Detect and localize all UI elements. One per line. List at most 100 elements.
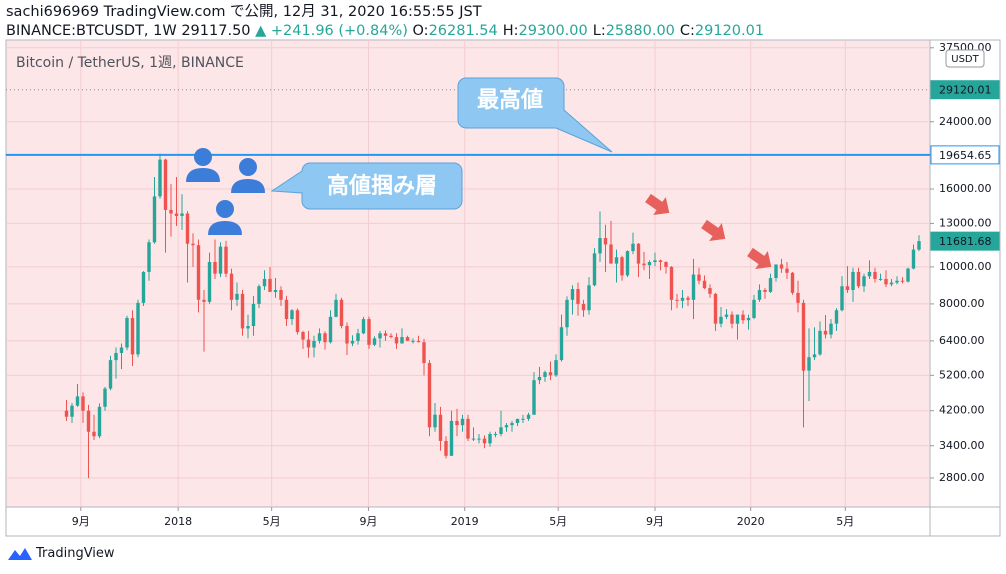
candle-body: [686, 297, 690, 300]
candle-body: [664, 262, 668, 267]
candle-body: [477, 438, 481, 440]
y-tick-label: 13000.00: [939, 216, 992, 229]
candle-body: [224, 246, 228, 274]
candles: [6, 153, 930, 478]
candle-body: [889, 282, 894, 285]
candle-body: [306, 339, 311, 348]
candle-body: [620, 257, 624, 276]
candle-body: [75, 396, 80, 406]
ohlc-key: L:: [592, 23, 606, 39]
candle-body: [713, 293, 718, 324]
candle-body: [642, 263, 646, 266]
candle-body: [609, 244, 613, 264]
candle-body: [378, 333, 382, 339]
candle-body: [730, 314, 734, 324]
candle-body: [422, 342, 426, 364]
y-tick-label: 4200.00: [939, 404, 985, 417]
candle-body: [411, 340, 415, 342]
candle-body: [103, 388, 107, 407]
ohlc-key: H:: [502, 23, 519, 39]
candle-body: [537, 376, 542, 381]
y-tick-label: 3400.00: [939, 439, 985, 452]
candle-body: [779, 264, 784, 269]
candle-body: [158, 159, 162, 197]
candle-body: [180, 213, 184, 216]
candle-body: [598, 238, 602, 254]
candle-body: [169, 209, 173, 214]
trend-arrows: [645, 193, 772, 270]
candle-body: [790, 272, 795, 293]
ohlc-key: C:: [679, 23, 695, 39]
price-tag: [930, 145, 1000, 165]
quote-line: BINANCE:BTCUSDT, 1W 29117.50 ▲ +241.96 (…: [6, 22, 769, 41]
symbol: BINANCE:BTCUSDT, 1W: [6, 23, 177, 39]
people-icons: [186, 148, 265, 235]
candle-body: [383, 333, 388, 336]
candle-body: [246, 326, 250, 329]
candle-body: [504, 425, 509, 428]
candle-body: [312, 340, 316, 348]
candle-body: [812, 354, 817, 358]
candle-body: [719, 316, 723, 324]
x-tick-label: 2018: [164, 515, 192, 528]
candle-body: [290, 310, 294, 320]
candle-body: [466, 418, 470, 439]
brand: TradingView: [36, 546, 115, 561]
candle-body: [460, 418, 465, 426]
price-tag-label: 11681.68: [939, 235, 992, 248]
candle-body: [801, 302, 806, 371]
candle-body: [856, 271, 861, 287]
price-tag-label: 29120.01: [939, 84, 992, 97]
ohlc: O:26281.54 H:29300.00 L:25880.00 C:29120.01: [413, 23, 770, 39]
candle-body: [141, 271, 146, 303]
candle-body: [818, 330, 822, 355]
grid: 2800.00 3400.00 4200.00 5200.00 6400.00 8000.…: [6, 40, 992, 528]
ohlc-value: 26281.54: [428, 23, 498, 39]
candle-body: [328, 316, 333, 343]
candle-body: [724, 314, 729, 317]
candle-body: [301, 332, 305, 340]
logo: [8, 547, 32, 560]
candle-body: [807, 357, 811, 371]
candle-body: [488, 434, 492, 444]
candle-body: [185, 213, 190, 244]
candle-body: [213, 262, 217, 274]
candle-body: [741, 314, 745, 321]
candle-body: [906, 268, 910, 282]
candle-body: [64, 410, 69, 417]
candle-body: [636, 243, 641, 264]
candle-body: [647, 262, 652, 266]
x-tick-label: 5月: [549, 515, 567, 528]
candle-body: [345, 326, 349, 344]
candle-body: [433, 414, 437, 428]
candle-body: [834, 310, 839, 324]
candle-body: [900, 280, 905, 282]
candle-body: [356, 333, 360, 341]
last-price: 29117.50: [181, 23, 251, 39]
candle-body: [768, 278, 773, 292]
candle-body: [367, 319, 371, 345]
candle-body: [196, 245, 201, 300]
candle-body: [515, 418, 520, 424]
candle-body: [548, 372, 553, 376]
candle-body: [873, 271, 877, 279]
candle-body: [389, 335, 393, 338]
candle-body: [191, 243, 195, 246]
price-scale: [930, 40, 1000, 507]
candle-body: [92, 431, 96, 437]
candle-body: [796, 292, 800, 303]
currency-box: [945, 49, 985, 68]
candle-body: [372, 338, 377, 345]
candle-body: [136, 302, 140, 355]
candle-body: [284, 299, 289, 320]
y-tick-label: 5200.00: [939, 368, 985, 381]
candle-body: [471, 438, 476, 440]
candle-body: [493, 434, 498, 436]
publish-line: sachi696969 TradingView.com で公開, 12月 31,…: [6, 4, 482, 20]
candle-body: [416, 340, 421, 343]
candle-body: [455, 420, 459, 426]
candle-body: [631, 243, 635, 252]
candle-body: [752, 299, 756, 318]
candle-body: [625, 251, 630, 276]
